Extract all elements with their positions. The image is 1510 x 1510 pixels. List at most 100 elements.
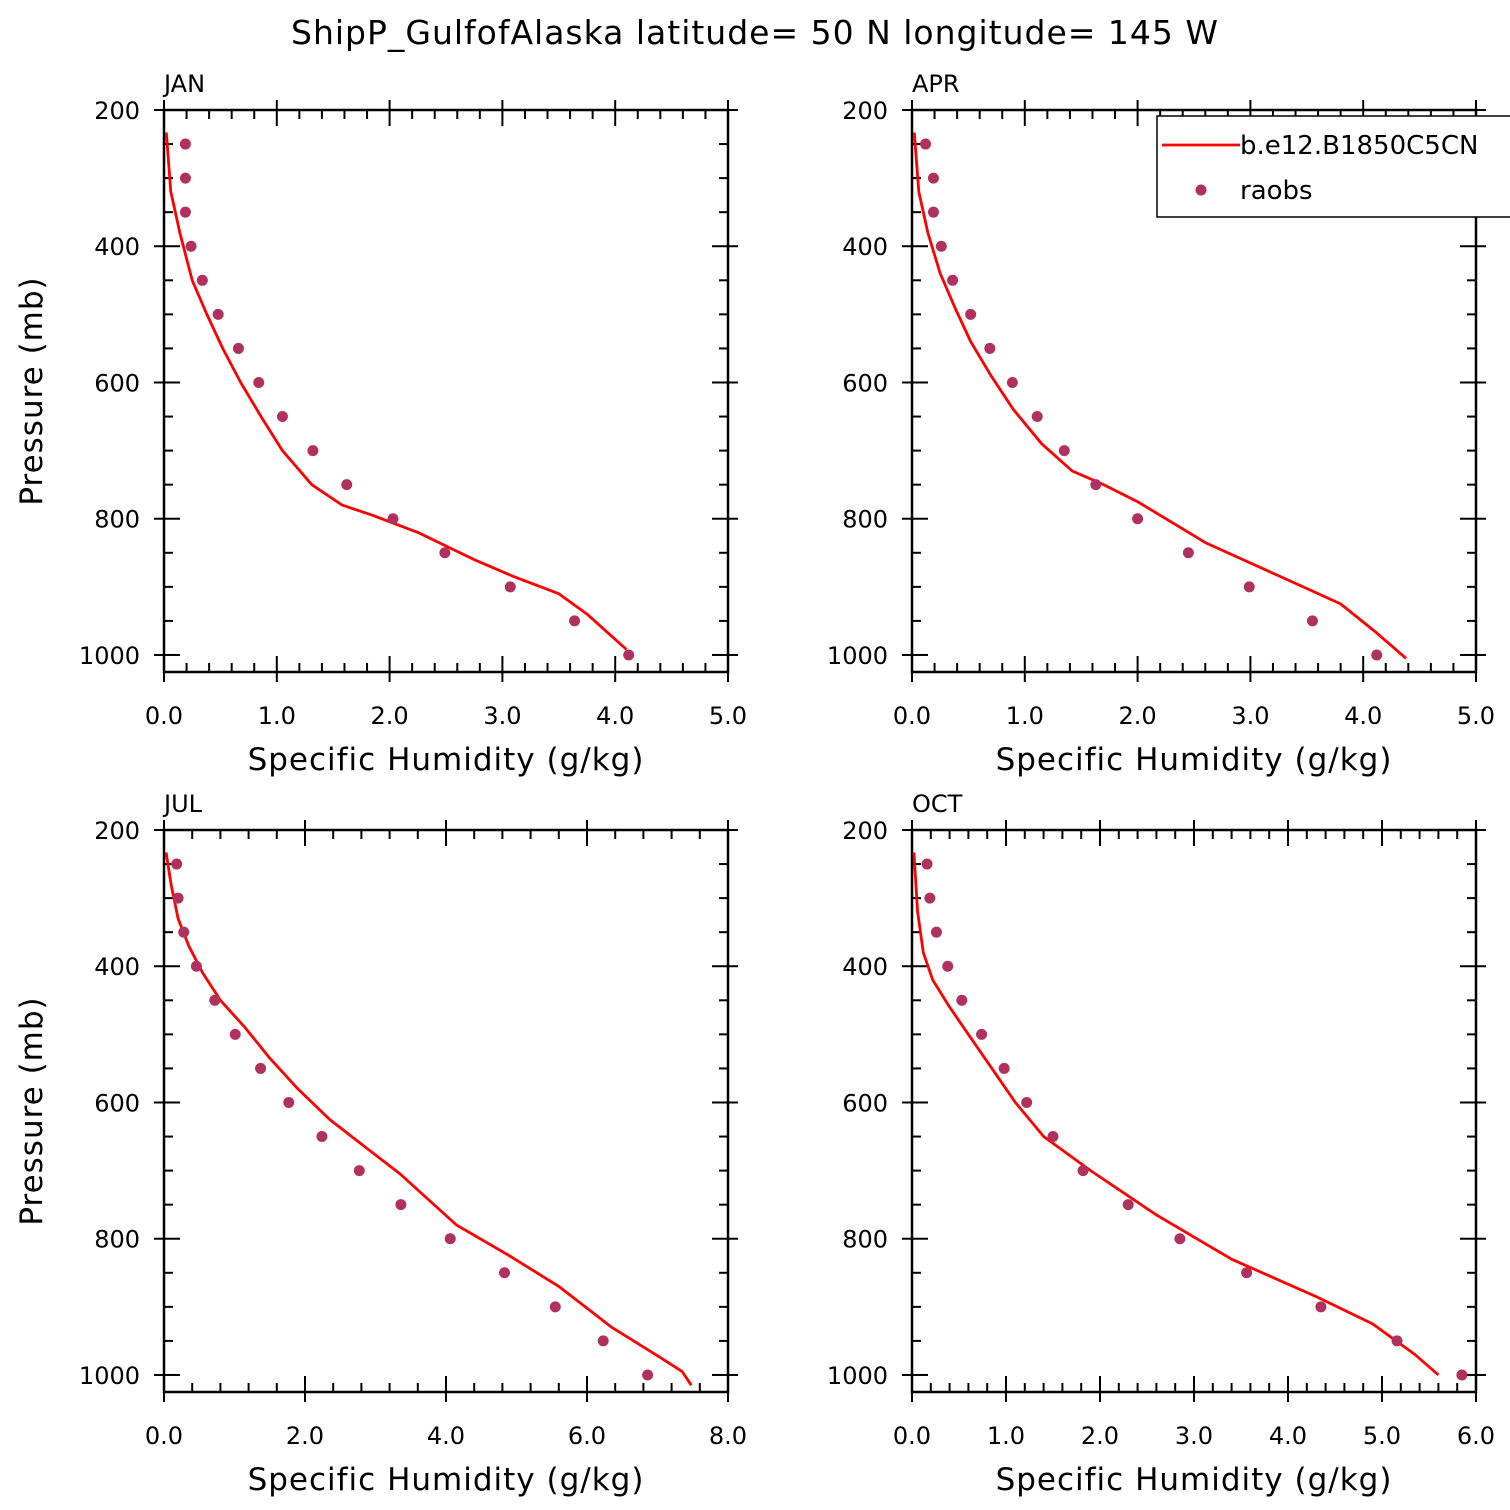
y-tick-label: 200	[94, 97, 140, 125]
raobs-point	[1090, 479, 1102, 491]
raobs-point	[965, 308, 977, 320]
x-tick-label: 2.0	[286, 1422, 324, 1450]
raobs-point	[179, 138, 191, 150]
x-tick-label: 4.0	[427, 1422, 465, 1450]
y-tick-label: 800	[842, 1226, 888, 1254]
raobs-point	[935, 240, 947, 252]
raobs-point	[253, 376, 265, 388]
raobs-point	[255, 1062, 267, 1074]
x-tick-label: 3.0	[1175, 1422, 1213, 1450]
raobs-point	[1122, 1199, 1134, 1211]
raobs-point	[316, 1131, 328, 1143]
plot-frame	[910, 108, 1478, 674]
raobs-point	[1132, 513, 1144, 525]
raobs-point	[171, 858, 183, 870]
raobs-point	[623, 649, 635, 661]
raobs-point	[942, 960, 954, 972]
raobs-point	[1243, 581, 1255, 593]
raobs-point	[178, 926, 190, 938]
raobs-point	[927, 206, 939, 218]
x-tick-label: 0.0	[145, 1422, 183, 1450]
y-tick-label: 1000	[79, 642, 140, 670]
raobs-point	[283, 1096, 295, 1108]
raobs-point	[924, 892, 936, 904]
raobs-point	[307, 445, 319, 457]
raobs-point	[1021, 1096, 1033, 1108]
raobs-point	[998, 1062, 1010, 1074]
legend: b.e12.B1850C5CN raobs	[1156, 115, 1510, 218]
y-tick-label: 600	[842, 369, 888, 397]
model-line	[912, 852, 1440, 1377]
raobs-point	[172, 892, 184, 904]
raobs-point	[196, 274, 208, 286]
raobs-point	[1182, 547, 1194, 559]
raobs-point	[956, 994, 968, 1006]
y-tick-label: 400	[94, 953, 140, 981]
x-axis-label: Specific Humidity (g/kg)	[248, 1462, 645, 1498]
raobs-point	[229, 1028, 241, 1040]
series-group	[164, 132, 635, 661]
raobs-point	[930, 926, 942, 938]
x-tick-label: 5.0	[709, 702, 747, 730]
legend-label-raobs: raobs	[1240, 176, 1313, 206]
raobs-point	[1241, 1267, 1253, 1279]
raobs-point	[499, 1267, 511, 1279]
x-tick-label: 0.0	[145, 702, 183, 730]
y-tick-label: 800	[842, 506, 888, 534]
raobs-point	[1006, 376, 1018, 388]
chart-panel-oct: OCT 200 400 600 800 1000 0.0 1.0 2.0 3.0 4.0 5.0 6.0…	[827, 790, 1495, 1498]
raobs-point	[976, 1028, 988, 1040]
raobs-point	[395, 1199, 407, 1211]
model-line	[164, 132, 628, 651]
y-tick-label: 1000	[827, 1362, 888, 1390]
y-tick-label: 1000	[79, 1362, 140, 1390]
y-tick-label: 400	[94, 233, 140, 261]
x-tick-label: 5.0	[1363, 1422, 1401, 1450]
raobs-point	[1456, 1369, 1468, 1381]
raobs-point	[984, 342, 996, 354]
model-line	[912, 132, 1408, 660]
legend-label-model: b.e12.B1850C5CN	[1240, 131, 1478, 161]
x-tick-label: 1.0	[987, 1422, 1025, 1450]
x-tick-label: 5.0	[1457, 702, 1495, 730]
y-axis-label: Pressure (mb)	[14, 276, 50, 505]
plot-frame	[162, 108, 730, 674]
y-tick-label: 600	[842, 1089, 888, 1117]
y-tick-label: 400	[842, 953, 888, 981]
y-tick-label: 800	[94, 1226, 140, 1254]
x-tick-label: 1.0	[258, 702, 296, 730]
raobs-point	[209, 994, 221, 1006]
x-tick-label: 4.0	[1269, 1422, 1307, 1450]
chart-panel-apr: APR 200 400 600 800 1000 0.0 1.0 2.0 3.0 4.0 5.0 Spe…	[827, 70, 1495, 778]
panels: JAN 200 400 600 800 1000 0.0 1.0 2.0 3.0 4.0 5.0 Spe…	[14, 70, 1495, 1498]
y-axis-label: Pressure (mb)	[14, 996, 50, 1225]
raobs-point	[1391, 1335, 1403, 1347]
series-group	[164, 852, 693, 1386]
y-tick-label: 200	[842, 817, 888, 845]
raobs-point	[1306, 615, 1318, 627]
x-axis-label: Specific Humidity (g/kg)	[248, 742, 645, 778]
raobs-point	[947, 274, 959, 286]
raobs-point	[1031, 411, 1043, 423]
x-tick-label: 2.0	[1119, 702, 1157, 730]
x-tick-label: 0.0	[893, 1422, 931, 1450]
chart-panel-jul: JUL 200 400 600 800 1000 0.0 2.0 4.0 6.0 8.0 Specif…	[14, 790, 747, 1498]
raobs-point	[353, 1165, 365, 1177]
y-tick-label: 200	[842, 97, 888, 125]
series-group	[912, 852, 1468, 1381]
raobs-point	[341, 479, 353, 491]
x-tick-label: 0.0	[893, 702, 931, 730]
y-tick-label: 1000	[827, 642, 888, 670]
raobs-point	[1058, 445, 1070, 457]
legend-marker-swatch	[1195, 184, 1207, 196]
raobs-point	[1047, 1131, 1059, 1143]
raobs-point	[569, 615, 581, 627]
x-axis-label: Specific Humidity (g/kg)	[996, 1462, 1393, 1498]
chart-panel-jan: JAN 200 400 600 800 1000 0.0 1.0 2.0 3.0 4.0 5.0 Spe…	[14, 70, 747, 778]
x-axis-label: Specific Humidity (g/kg)	[996, 742, 1393, 778]
x-tick-label: 8.0	[709, 1422, 747, 1450]
raobs-point	[179, 172, 191, 184]
raobs-point	[549, 1301, 561, 1313]
x-tick-label: 1.0	[1006, 702, 1044, 730]
plot-frame	[162, 828, 730, 1394]
